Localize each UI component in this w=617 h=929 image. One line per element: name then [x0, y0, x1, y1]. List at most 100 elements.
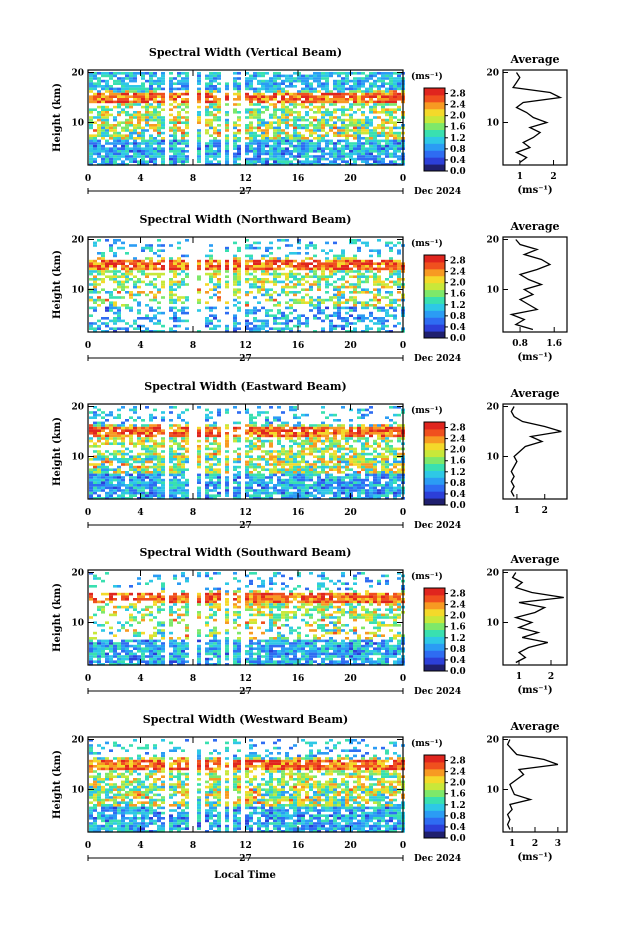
heatmap-cell	[181, 437, 185, 440]
heatmap-cell	[321, 458, 325, 461]
heatmap-cell	[249, 163, 253, 166]
heatmap-cell	[233, 275, 237, 278]
heatmap-cell	[97, 486, 101, 490]
heatmap-cell	[393, 100, 397, 104]
heatmap-cell	[257, 413, 261, 417]
heatmap-cell	[169, 494, 173, 497]
heatmap-cell	[349, 437, 353, 440]
heatmap-cell	[361, 275, 365, 278]
heatmap-cell	[385, 330, 389, 333]
heatmap-cell	[293, 275, 297, 278]
heatmap-cell	[289, 152, 293, 156]
heatmap-cell	[249, 478, 253, 482]
heatmap-cell	[305, 87, 309, 91]
heatmap-cell	[137, 471, 141, 474]
heatmap-cell	[345, 322, 349, 325]
heatmap-cell	[125, 139, 129, 143]
heatmap-cell	[313, 304, 317, 307]
heatmap-cell	[369, 90, 373, 93]
heatmap-cell	[205, 111, 209, 114]
heatmap-cell	[93, 432, 97, 435]
heatmap-cell	[265, 259, 269, 263]
heatmap-cell	[101, 254, 105, 258]
heatmap-cell	[325, 152, 329, 156]
heatmap-cell	[381, 280, 385, 284]
heatmap-cell	[337, 455, 341, 458]
heatmap-cell	[97, 304, 101, 307]
heatmap-cell	[93, 270, 97, 273]
heatmap-cell	[249, 79, 253, 83]
heatmap-cell	[141, 481, 145, 484]
heatmap-cell	[337, 298, 341, 302]
heatmap-cell	[113, 129, 117, 132]
heatmap-cell	[137, 142, 141, 145]
heatmap-cell	[181, 259, 185, 263]
heatmap-cell	[113, 118, 117, 122]
heatmap-cell	[129, 476, 133, 479]
heatmap-cell	[257, 116, 261, 119]
heatmap-cell	[381, 129, 385, 132]
heatmap-cell	[361, 437, 365, 440]
heatmap-cell	[277, 139, 281, 143]
heatmap-cell	[349, 445, 353, 448]
heatmap-cell	[117, 113, 121, 117]
heatmap-cell	[209, 111, 213, 114]
heatmap-cell	[237, 471, 241, 474]
heatmap-cell	[153, 105, 157, 109]
heatmap-cell	[173, 98, 177, 101]
heatmap-cell	[237, 275, 241, 278]
heatmap-cell	[329, 275, 333, 278]
x-tick-label: 16	[292, 341, 305, 351]
heatmap-cell	[105, 131, 109, 135]
heatmap-cell	[149, 72, 153, 75]
heatmap-cell	[341, 324, 345, 328]
heatmap-cell	[185, 116, 189, 119]
heatmap-cell	[181, 152, 185, 156]
heatmap-cell	[269, 163, 273, 166]
heatmap-cell	[185, 160, 189, 163]
heatmap-cell	[281, 450, 285, 453]
heatmap-cell	[341, 144, 345, 148]
heatmap-cell	[393, 147, 397, 150]
heatmap-cell	[309, 134, 313, 137]
heatmap-cell	[109, 126, 113, 130]
heatmap-cell	[309, 129, 313, 132]
heatmap-cell	[325, 426, 329, 430]
heatmap-cell	[197, 434, 201, 438]
heatmap-cell	[301, 413, 305, 417]
heatmap-cell	[313, 314, 317, 317]
heatmap-cell	[233, 298, 237, 302]
heatmap-cell	[89, 306, 93, 310]
heatmap-cell	[89, 426, 93, 430]
heatmap-cell	[277, 426, 281, 430]
heatmap-cell	[109, 304, 113, 307]
heatmap-cell	[109, 270, 113, 273]
heatmap-cell	[97, 150, 101, 153]
heatmap-cell	[97, 118, 101, 122]
heatmap-cell	[233, 134, 237, 137]
heatmap-cell	[205, 113, 209, 117]
heatmap-cell	[109, 452, 113, 456]
heatmap-cell	[365, 445, 369, 448]
heatmap-cell	[305, 124, 309, 127]
heatmap-cell	[389, 144, 393, 148]
heatmap-cell	[185, 296, 189, 299]
heatmap-cell	[173, 147, 177, 150]
heatmap-cell	[341, 108, 345, 111]
heatmap-cell	[121, 285, 125, 289]
heatmap-cell	[317, 139, 321, 143]
heatmap-cell	[245, 270, 249, 273]
heatmap-cell	[93, 116, 97, 119]
heatmap-cell	[213, 421, 217, 425]
heatmap-cell	[321, 452, 325, 456]
heatmap-cell	[97, 82, 101, 85]
heatmap-cell	[245, 163, 249, 166]
heatmap-cell	[353, 134, 357, 137]
heatmap-cell	[373, 126, 377, 130]
heatmap-cell	[253, 270, 257, 273]
heatmap-cell	[361, 144, 365, 148]
heatmap-cell	[269, 155, 273, 158]
heatmap-cell	[113, 424, 117, 427]
heatmap-cell	[105, 95, 109, 98]
heatmap-cell	[141, 432, 145, 435]
